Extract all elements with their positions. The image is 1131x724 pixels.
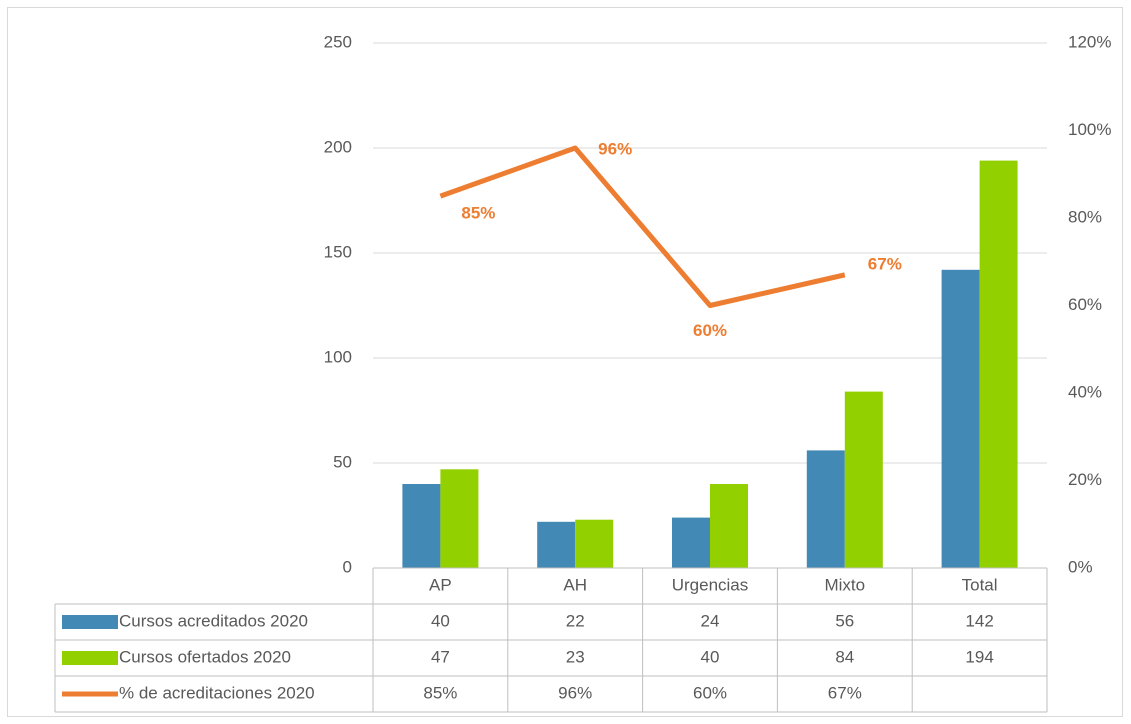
data-label: 85% — [461, 204, 495, 223]
table-cell: 84 — [835, 647, 854, 666]
y2-tick-label: 80% — [1068, 207, 1102, 226]
legend-key — [62, 615, 118, 629]
table-cell: 194 — [965, 647, 993, 666]
x-tick-label: Mixto — [824, 575, 865, 594]
y-tick-label: 200 — [324, 137, 352, 156]
table-cell: 22 — [566, 611, 585, 630]
bar — [537, 521, 576, 568]
legend-label: % de acreditaciones 2020 — [119, 683, 315, 702]
table-cell: 40 — [701, 647, 720, 666]
y2-tick-label: 40% — [1068, 382, 1102, 401]
table-cell: 23 — [566, 647, 585, 666]
line — [439, 145, 846, 308]
table-cell: 142 — [965, 611, 993, 630]
y2-tick-label: 60% — [1068, 295, 1102, 314]
legend-label: Cursos acreditados 2020 — [119, 611, 308, 630]
table-cell: 47 — [431, 647, 450, 666]
y2-tick-label: 20% — [1068, 470, 1102, 489]
y-tick-label: 50 — [333, 452, 352, 471]
x-tick-label: Total — [962, 575, 998, 594]
y-tick-label: 0 — [343, 557, 352, 576]
y2-tick-label: 0% — [1068, 557, 1093, 576]
bar — [575, 519, 614, 568]
table-cell: 60% — [693, 683, 727, 702]
y2-tick-label: 100% — [1068, 120, 1111, 139]
x-tick-label: AP — [429, 575, 452, 594]
table-cell: 56 — [835, 611, 854, 630]
bar — [941, 269, 980, 568]
bar — [806, 450, 845, 568]
bar — [402, 484, 441, 568]
bar — [844, 391, 883, 568]
data-label: 96% — [598, 139, 632, 158]
legend-label: Cursos ofertados 2020 — [119, 647, 291, 666]
y-tick-label: 250 — [324, 32, 352, 51]
table-cell: 96% — [558, 683, 592, 702]
table-cell: 67% — [828, 683, 862, 702]
chart-border — [7, 7, 1123, 717]
bar — [672, 517, 710, 568]
y2-tick-label: 120% — [1068, 32, 1111, 51]
x-tick-label: Urgencias — [672, 575, 749, 594]
data-label: 60% — [693, 321, 727, 340]
bar — [440, 469, 479, 568]
table-cell: 40 — [431, 611, 450, 630]
data-label: 67% — [868, 254, 902, 273]
table-cell: 85% — [423, 683, 457, 702]
legend-key — [62, 651, 118, 665]
y-tick-label: 150 — [324, 242, 352, 261]
x-tick-label: AH — [563, 575, 587, 594]
y-tick-label: 100 — [324, 347, 352, 366]
bar — [979, 160, 1018, 568]
table-cell: 24 — [701, 611, 720, 630]
bar — [710, 484, 748, 568]
